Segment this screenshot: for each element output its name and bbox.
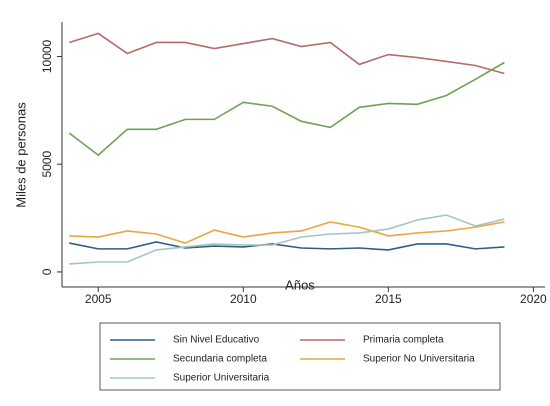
x-tick-label: 2015 xyxy=(375,292,402,306)
x-tick-label: 2005 xyxy=(85,292,112,306)
x-tick-label: 2010 xyxy=(230,292,257,306)
legend-label: Superior Universitaria xyxy=(173,373,270,384)
line xyxy=(69,32,505,75)
legend-box xyxy=(99,322,501,391)
legend-label: Primaria completa xyxy=(363,335,444,346)
y-tick-label: 0 xyxy=(40,268,54,275)
y-axis-label: Miles de personas xyxy=(13,102,28,208)
x-tick-label: 2020 xyxy=(520,292,547,306)
y-tick-label: 5000 xyxy=(40,151,54,178)
line xyxy=(69,221,505,244)
legend-label: Sin Nivel Educativo xyxy=(173,335,260,346)
x-axis-label: Años xyxy=(285,277,315,292)
y-tick-label: 10000 xyxy=(40,39,54,73)
line xyxy=(68,61,505,157)
legend-label: Superior No Universitaria xyxy=(363,354,475,365)
line xyxy=(69,241,505,251)
legend-label: Secundaria completa xyxy=(173,354,267,365)
line xyxy=(69,214,505,265)
